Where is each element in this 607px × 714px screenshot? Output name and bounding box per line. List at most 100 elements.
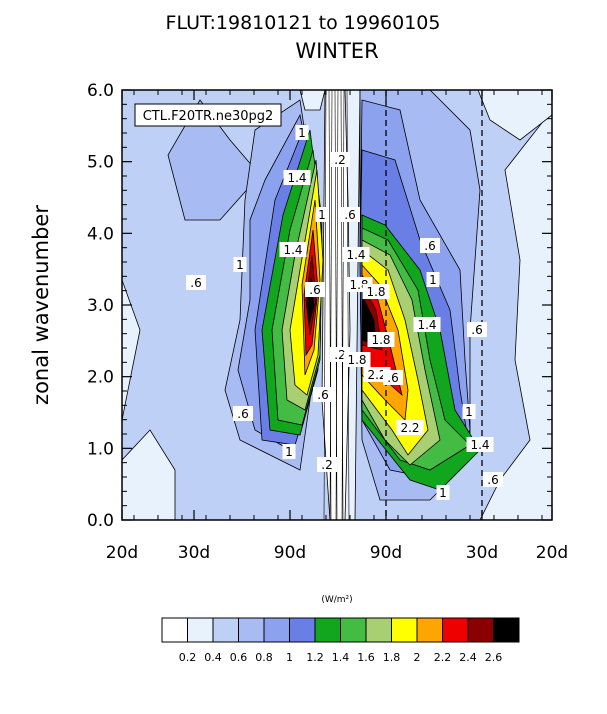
contour-label-bg (467, 322, 487, 337)
contour-label-bg (342, 247, 370, 262)
contour-label-bg (462, 404, 476, 419)
contour-label-text: 1.8 (366, 285, 385, 299)
colorbar-level-label: 1.6 (357, 651, 375, 664)
contour-label: 1.4 (283, 170, 311, 185)
x-tick-label: 20d (106, 543, 138, 563)
colorbar-swatch (289, 617, 316, 643)
fill-level-0.2-0.4 (477, 90, 552, 141)
contour-label: 1 (426, 272, 440, 287)
colorbar-level-label: 1.2 (306, 651, 324, 664)
contour-label-bg (466, 437, 494, 452)
y-tick-label: 3.0 (87, 296, 114, 316)
y-axis-label: zonal wavenumber (29, 205, 53, 405)
contour-line (328, 90, 332, 520)
contour-label-bg (233, 406, 253, 421)
contour-label: 1.4 (342, 247, 370, 262)
colorbar-swatch (416, 617, 443, 643)
contour-label: .6 (483, 472, 503, 487)
contour-label: .6 (313, 387, 333, 402)
case-label-box: CTL.F20TR.ne30pg2 (134, 103, 282, 127)
contour-label-text: .6 (387, 371, 398, 385)
contour-label: 1 (282, 444, 296, 459)
contour-label-bg (340, 207, 360, 222)
colorbar-level-label: 2.6 (485, 651, 503, 664)
fill-level-0.2-0.4 (299, 90, 326, 111)
contour-label-text: 1 (318, 208, 326, 222)
contour-label-bg (186, 275, 206, 290)
colorbar-swatch (263, 617, 290, 643)
contour-label: .6 (420, 238, 440, 253)
contour-label-text: 1 (236, 258, 244, 272)
contour-label-bg (426, 272, 440, 287)
contour-label-text: 1.4 (417, 318, 436, 332)
y-tick-label: 6.0 (87, 81, 114, 101)
contour-label: .6 (305, 282, 325, 297)
period-reference-lines (385, 90, 483, 520)
contour-label: .6 (340, 207, 360, 222)
contour-label: .6 (467, 322, 487, 337)
contour-label: 1 (436, 485, 450, 500)
colorbar-level-label: 2.2 (434, 651, 452, 664)
y-tick-label: 4.0 (87, 224, 114, 244)
contour-label-bg (283, 170, 311, 185)
colorbar-swatch (391, 617, 418, 643)
contour-label-bg (483, 472, 503, 487)
contour-label-bg (436, 485, 450, 500)
colorbar-swatch (238, 617, 265, 643)
chart-subtitle: WINTER (295, 39, 378, 63)
y-tick-label: 5.0 (87, 153, 114, 173)
colorbar: 0.2 0.4 0.6 0.8 1 1.2 1.4 1.6 1.8 2 2.2 2.4 2.6 (161, 617, 520, 664)
units-label: (W/m²) (321, 595, 352, 605)
colorbar-swatch (442, 617, 469, 643)
contour-label: 1.8 (367, 332, 395, 347)
colorbar-level-label: 2.4 (459, 651, 477, 664)
colorbar-level-label: 0.6 (230, 651, 248, 664)
contour-label: .6 (186, 275, 206, 290)
contour-label-bg (317, 457, 337, 472)
contour-label-text: .6 (487, 473, 498, 487)
contour-label-text: 1 (285, 445, 293, 459)
contour-label-text: .6 (190, 276, 201, 290)
contour-label-text: 1.4 (283, 243, 302, 257)
x-axis: 20d 30d 90d 90d 30d 20d (106, 90, 568, 563)
contour-label-text: 1.4 (470, 438, 489, 452)
colorbar-swatch (212, 617, 239, 643)
contour-label-text: 1 (465, 405, 473, 419)
contour-label-text: 1 (298, 126, 306, 140)
contour-label: 1 (233, 257, 247, 272)
contour-label-bg (420, 238, 440, 253)
x-tick-label: 20d (536, 543, 568, 563)
contour-label-bg (295, 125, 309, 140)
contour-label: .2 (330, 152, 350, 167)
contour-label-text: 1 (439, 486, 447, 500)
contour-label-bg (282, 444, 296, 459)
y-tick-label: 1.0 (87, 439, 114, 459)
colorbar-swatch (365, 617, 392, 643)
contour-label-text: 2.2 (367, 368, 386, 382)
contour-label-text: .6 (471, 323, 482, 337)
contour-label-bg (279, 242, 307, 257)
contour-label: 1 (295, 125, 309, 140)
x-tick-label: 90d (370, 543, 402, 563)
contour-label: 1.4 (413, 317, 441, 332)
colorbar-level-label: 0.8 (255, 651, 273, 664)
contour-label: .6 (383, 370, 403, 385)
contour-label-text: .6 (424, 239, 435, 253)
colorbar-level-label: 1 (286, 651, 293, 664)
contour-label-bg (383, 370, 403, 385)
x-tick-label: 30d (466, 543, 498, 563)
contour-line (323, 90, 327, 520)
contour-label: 1.8 (362, 284, 390, 299)
contour-label-text: .2 (321, 458, 332, 472)
contour-label-bg (396, 420, 424, 435)
contour-label-bg (233, 257, 247, 272)
fill-level-0.6-0.8 (167, 99, 261, 221)
contour-label: 1 (315, 207, 329, 222)
contour-label-text: .6 (344, 208, 355, 222)
contour-label-text: .6 (237, 407, 248, 421)
contour-label-text: .2 (334, 153, 345, 167)
colorbar-level-label: 0.2 (179, 651, 197, 664)
colorbar-swatch (467, 617, 494, 643)
chart-title: FLUT:19810121 to 19960105 (166, 12, 441, 34)
contour-label: 1 (462, 404, 476, 419)
